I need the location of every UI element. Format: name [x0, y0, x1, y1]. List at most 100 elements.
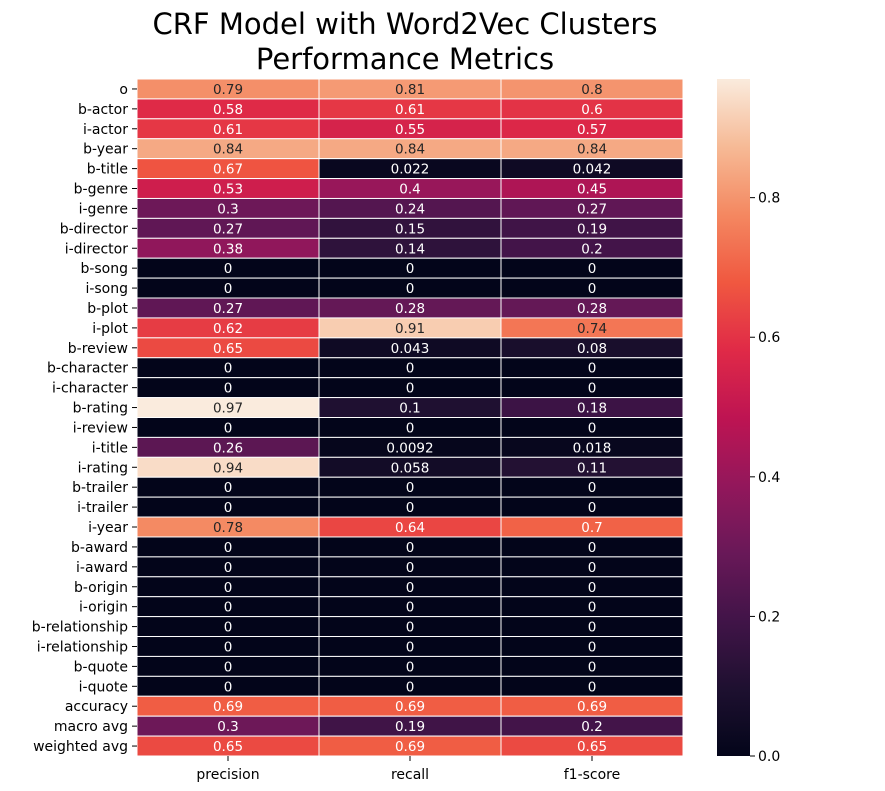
- cell-value-label: 0: [224, 381, 233, 397]
- cell-value-label: 0: [224, 500, 233, 516]
- row-label: o: [119, 82, 128, 98]
- cell-value-label: 0.19: [395, 719, 425, 735]
- cell-value-label: 0: [588, 381, 597, 397]
- cell-value-label: 0: [406, 560, 415, 576]
- column-label: precision: [196, 767, 259, 783]
- cell-value-label: 0: [588, 540, 597, 556]
- cell-value-label: 0.38: [213, 241, 243, 257]
- row-label: accuracy: [65, 699, 128, 715]
- row-label: i-title: [92, 440, 128, 456]
- row-label: b-quote: [74, 659, 128, 675]
- cell-value-label: 0.97: [213, 401, 243, 417]
- row-label: i-rating: [78, 460, 128, 476]
- cell-value-label: 0: [224, 480, 233, 496]
- row-label: b-relationship: [32, 620, 128, 636]
- cell-value-label: 0.19: [577, 221, 607, 237]
- cell-value-label: 0: [406, 261, 415, 277]
- cell-value-label: 0: [224, 659, 233, 675]
- cell-value-label: 0: [588, 480, 597, 496]
- cell-value-label: 0.7: [581, 520, 602, 536]
- cell-value-label: 0.69: [395, 699, 425, 715]
- row-label: b-actor: [78, 102, 128, 118]
- cell-value-label: 0: [406, 361, 415, 377]
- column-labels: precision recall f1-score: [196, 756, 620, 783]
- cell-value-label: 0.11: [577, 460, 607, 476]
- row-labels: o b-actor i-actor b-year b-title b-genre i-gen…: [32, 82, 137, 755]
- cell-value-label: 0.94: [213, 460, 243, 476]
- row-label: b-plot: [87, 301, 128, 317]
- cell-value-label: 0.28: [577, 301, 607, 317]
- row-label: i-actor: [83, 122, 128, 138]
- colorbar-gradient: [717, 79, 750, 756]
- row-label: b-title: [87, 162, 128, 178]
- cell-value-label: 0: [588, 420, 597, 436]
- cell-value-label: 0.4: [399, 182, 420, 198]
- cell-value-label: 0.6: [581, 102, 602, 118]
- cell-value-label: 0: [406, 679, 415, 695]
- cell-value-label: 0: [588, 361, 597, 377]
- cell-value-label: 0: [406, 600, 415, 616]
- cell-value-label: 0.26: [213, 440, 243, 456]
- cell-value-label: 0.2: [581, 241, 602, 257]
- cell-value-label: 0: [406, 500, 415, 516]
- cell-value-label: 0.15: [395, 221, 425, 237]
- row-label: macro avg: [54, 719, 128, 735]
- cell-value-label: 0.84: [577, 142, 607, 158]
- cell-value-label: 0.27: [213, 301, 243, 317]
- cell-value-label: 0: [224, 639, 233, 655]
- cell-value-label: 0: [588, 560, 597, 576]
- cell-value-label: 0.65: [577, 739, 607, 755]
- cell-value-label: 0: [224, 540, 233, 556]
- row-label: b-character: [47, 361, 128, 377]
- cell-value-label: 0: [406, 281, 415, 297]
- cell-value-label: 0.043: [391, 341, 430, 357]
- cell-value-label: 0: [224, 281, 233, 297]
- colorbar-tick-label: 0.0: [758, 749, 780, 765]
- row-label: i-director: [65, 241, 129, 257]
- cell-value-label: 0.61: [213, 122, 243, 138]
- cell-value-label: 0: [224, 620, 233, 636]
- row-label: i-song: [85, 281, 128, 297]
- cell-value-label: 0.91: [395, 321, 425, 337]
- cell-value-label: 0.042: [573, 162, 612, 178]
- chart-title-line-2: Performance Metrics: [256, 42, 554, 76]
- cell-value-label: 0.78: [213, 520, 243, 536]
- column-label: recall: [391, 767, 429, 783]
- cell-value-label: 0: [588, 639, 597, 655]
- cell-value-label: 0: [224, 420, 233, 436]
- cell-value-label: 0.8: [581, 82, 602, 98]
- cell-value-label: 0.67: [213, 162, 243, 178]
- colorbar-tick-label: 0.6: [758, 330, 780, 346]
- cell-value-label: 0: [406, 580, 415, 596]
- cell-value-label: 0.53: [213, 182, 243, 198]
- row-label: i-quote: [79, 679, 128, 695]
- row-label: b-song: [80, 261, 128, 277]
- row-label: i-genre: [79, 201, 128, 217]
- cell-value-label: 0.74: [577, 321, 607, 337]
- cell-value-label: 0: [406, 480, 415, 496]
- cell-value-label: 0.3: [217, 201, 238, 217]
- cell-value-label: 0: [224, 560, 233, 576]
- cell-value-label: 0.79: [213, 82, 243, 98]
- cell-value-label: 0: [406, 420, 415, 436]
- cell-value-label: 0.27: [213, 221, 243, 237]
- cell-value-label: 0.2: [581, 719, 602, 735]
- cell-value-label: 0: [588, 261, 597, 277]
- row-label: b-review: [68, 341, 128, 357]
- cell-value-label: 0.81: [395, 82, 425, 98]
- cell-value-label: 0.1: [399, 401, 420, 417]
- colorbar-tick-label: 0.8: [758, 191, 780, 207]
- row-label: i-relationship: [37, 639, 128, 655]
- row-label: b-origin: [74, 580, 128, 596]
- row-label: i-trailer: [77, 500, 128, 516]
- colorbar-tick-label: 0.2: [758, 609, 780, 625]
- chart-title-line-1: CRF Model with Word2Vec Clusters: [153, 7, 658, 41]
- colorbar: 0.0 0.2 0.4 0.6 0.8: [717, 79, 780, 765]
- cell-value-label: 0: [588, 659, 597, 675]
- cell-value-label: 0.45: [577, 182, 607, 198]
- cell-value-label: 0: [406, 659, 415, 675]
- cell-value-label: 0: [406, 639, 415, 655]
- cell-value-label: 0.62: [213, 321, 243, 337]
- cell-value-label: 0.14: [395, 241, 425, 257]
